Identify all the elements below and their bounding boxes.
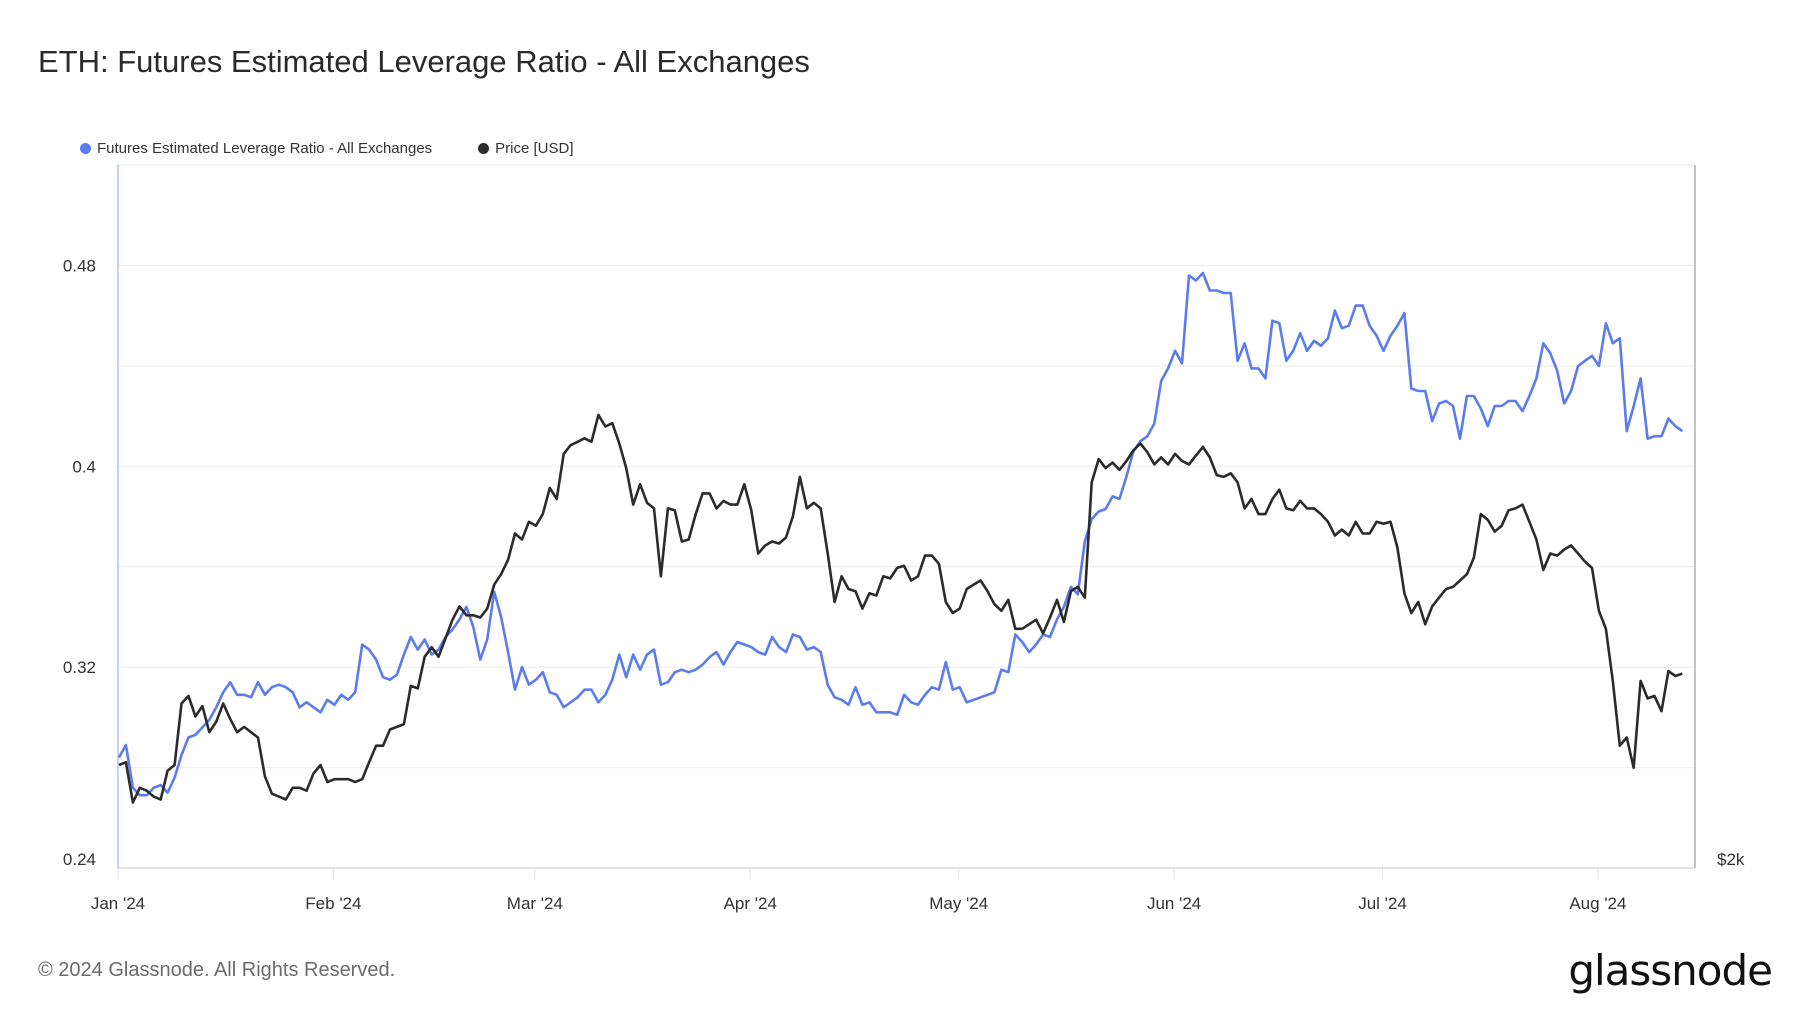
legend-dot-icon xyxy=(80,143,91,154)
x-tick-label: Apr '24 xyxy=(724,894,777,913)
copyright-footer: © 2024 Glassnode. All Rights Reserved. xyxy=(38,959,396,981)
chart-title: ETH: Futures Estimated Leverage Ratio - … xyxy=(38,44,810,79)
x-tick-label: May '24 xyxy=(929,894,988,913)
x-tick-label: Jun '24 xyxy=(1147,894,1201,913)
y-left-tick-label: 0.4 xyxy=(72,457,96,476)
legend-dot-icon xyxy=(478,143,490,154)
series-line-leverage-ratio xyxy=(117,271,1684,797)
y-left-tick-label: 0.24 xyxy=(63,850,96,869)
y-left-tick-label: 0.32 xyxy=(63,658,96,677)
glassnode-logo: glassnode xyxy=(1568,946,1773,995)
y-left-tick-label: 0.48 xyxy=(63,256,96,275)
legend-item-leverage-ratio[interactable]: Futures Estimated Leverage Ratio - All E… xyxy=(80,140,432,157)
x-tick-label: Jan '24 xyxy=(91,894,145,913)
x-tick-label: Mar '24 xyxy=(507,894,563,913)
legend-item-price[interactable]: Price [USD] xyxy=(478,140,574,157)
series-line-price xyxy=(118,413,1683,804)
x-tick-label: Jul '24 xyxy=(1358,894,1407,913)
legend: Futures Estimated Leverage Ratio - All E… xyxy=(80,140,574,157)
y-right-tick-label: $2k xyxy=(1717,850,1745,869)
legend-label: Price [USD] xyxy=(495,140,574,157)
x-tick-label: Feb '24 xyxy=(305,894,361,913)
x-tick-label: Aug '24 xyxy=(1569,894,1626,913)
legend-label: Futures Estimated Leverage Ratio - All E… xyxy=(97,140,433,157)
